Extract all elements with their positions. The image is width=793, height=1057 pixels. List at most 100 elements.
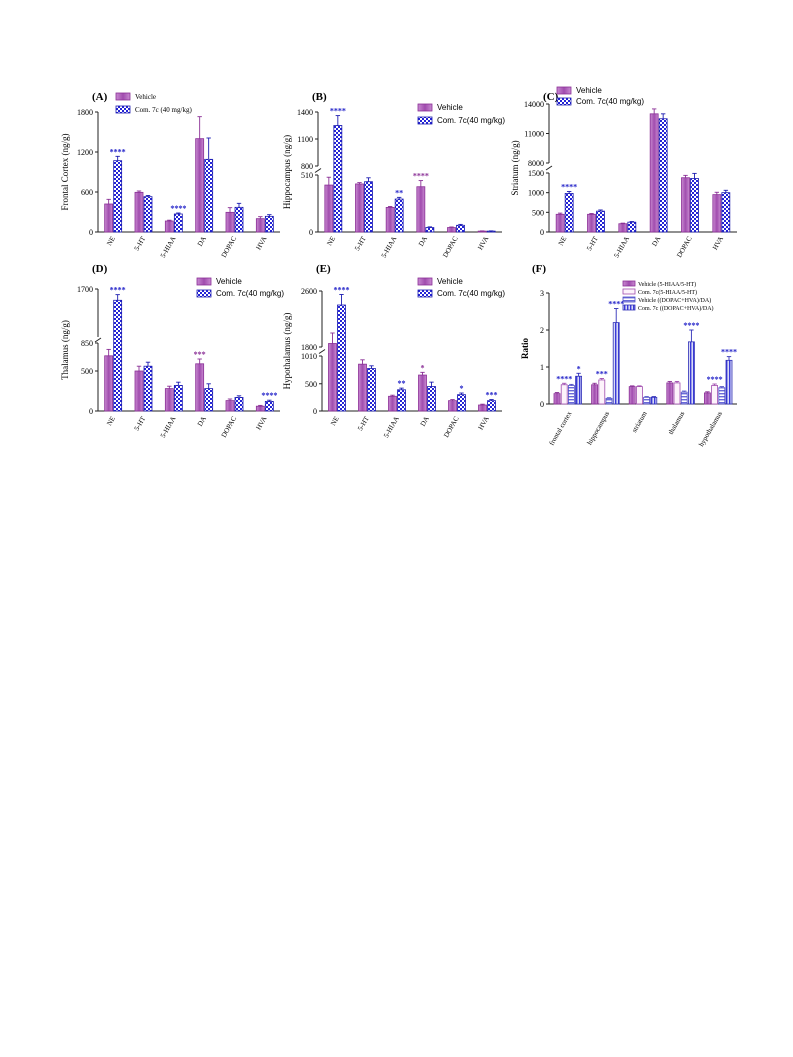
bar-vehicle	[478, 404, 487, 412]
bar-series2	[673, 382, 681, 405]
bar-series3	[718, 387, 726, 405]
x-tick-label: 5-HT	[356, 414, 371, 432]
y-tick-label: 500	[81, 367, 93, 376]
panel-d: (D) Thalamus (ng/g) 0 500 850 1700 NE 5-HT 5-HIA…	[60, 263, 284, 439]
y-axis-label: Ratio	[520, 338, 530, 359]
y-axis-label: Hypothalamus (ng/g)	[282, 313, 292, 390]
bar-compound	[143, 196, 153, 233]
bar-vehicle	[225, 211, 235, 233]
x-tick-label: 5-HIAA	[380, 235, 399, 259]
x-tick-label: DOPAC	[442, 415, 461, 439]
significance-marker: ***	[194, 350, 206, 359]
bar-compound	[721, 192, 731, 233]
bar-vehicle	[358, 363, 367, 412]
x-tick-label: DA	[196, 415, 208, 428]
bar-vehicle	[134, 191, 144, 233]
axis-break	[314, 168, 322, 173]
bar-vehicle	[255, 218, 265, 233]
legend-label: Com. 7c(40 mg/kg)	[216, 289, 284, 298]
bar-compound	[457, 394, 466, 412]
x-tick-label: 5-HIAA	[159, 415, 178, 439]
legend-swatch	[622, 288, 636, 295]
x-tick-label: HVA	[255, 415, 269, 431]
bar-vehicle	[618, 223, 628, 233]
bar-vehicle	[104, 203, 114, 233]
panel-label: (D)	[92, 263, 108, 275]
bar-compound	[234, 396, 244, 412]
y-tick-label: 1	[540, 363, 544, 372]
legend-label: Vehicle	[135, 93, 156, 101]
bar-compound	[397, 389, 406, 412]
legend-swatch	[115, 105, 131, 114]
bar-series1	[591, 384, 598, 405]
x-tick-label: hippocampus	[586, 410, 612, 447]
y-tick-label: 0	[89, 228, 93, 237]
bar-vehicle	[712, 194, 722, 233]
y-tick-label: 8000	[528, 159, 544, 168]
significance-marker: ****	[608, 300, 624, 309]
bar-compound	[264, 215, 274, 233]
bar-compound	[627, 221, 637, 233]
legend: Vehicle Com. 7c (40 mg/kg)	[115, 92, 192, 114]
bar-series2	[636, 386, 643, 405]
x-tick-label: DOPAC	[220, 415, 239, 439]
x-tick-label: HVA	[711, 235, 725, 251]
bar-series4	[575, 375, 582, 405]
legend-swatch	[196, 289, 212, 298]
significance-marker: ****	[561, 182, 577, 191]
bar-compound	[367, 368, 376, 412]
x-tick-label: HVA	[477, 415, 491, 431]
x-tick-label: NE	[557, 235, 569, 247]
significance-marker: ****	[110, 286, 126, 295]
bar-series4	[612, 322, 620, 405]
panel-a: (A) Frontal Cortex (ng/g) 0 600 1200 1800 NE 5-…	[60, 91, 280, 259]
significance-marker: ****	[261, 391, 277, 400]
y-tick-label: 1000	[528, 189, 544, 198]
x-tick-label: DOPAC	[441, 235, 460, 259]
legend-swatch	[417, 116, 433, 125]
bar-vehicle	[195, 363, 205, 412]
bar-series1	[553, 393, 561, 405]
panel-f: (F) Ratio 0 1 2 3 frontal cortex hippocampus str…	[520, 263, 737, 448]
bar-vehicle	[418, 374, 427, 412]
legend-label: Com. 7c(40 mg/kg)	[576, 97, 644, 106]
x-tick-label: frontal cortex	[548, 410, 574, 447]
x-tick-label: DOPAC	[675, 235, 694, 259]
bar-vehicle	[448, 400, 457, 412]
bar-series3	[680, 391, 688, 405]
bar-compound	[564, 193, 574, 233]
significance-marker: **	[395, 188, 403, 197]
x-tick-label: 5-HT	[585, 234, 600, 252]
bar-vehicle	[555, 213, 565, 233]
y-tick-label: 850	[81, 339, 93, 348]
panel-label: (A)	[92, 91, 108, 103]
legend-swatch	[417, 103, 433, 112]
bar-series1	[628, 386, 636, 405]
x-tick-label: NE	[329, 415, 341, 427]
y-tick-label: 1400	[297, 108, 313, 117]
x-tick-label: HVA	[476, 235, 490, 251]
bar-vehicle	[104, 355, 114, 412]
bar-series4	[650, 396, 658, 405]
legend-swatch	[622, 280, 636, 287]
bar-series2	[560, 384, 568, 405]
legend-label: Com. 7c(5-HIAA/5-HT)	[638, 289, 697, 296]
y-tick-label: 0	[540, 400, 544, 409]
legend: Vehicle (5-HIAA/5-HT)Com. 7c(5-HIAA/5-HT…	[622, 280, 714, 312]
bar-compound	[394, 198, 404, 233]
x-tick-label: 5-HIAA	[159, 235, 178, 259]
bar-compound	[364, 181, 373, 233]
y-axis-label: Thalamus (ng/g)	[60, 320, 70, 380]
bar-series3	[568, 385, 575, 405]
x-tick-label: DOPAC	[220, 235, 239, 259]
legend-swatch	[115, 92, 131, 101]
bar-compound	[234, 206, 244, 233]
significance-marker: ****	[683, 321, 699, 330]
significance-marker: **	[398, 379, 406, 388]
bar-compound	[690, 178, 699, 233]
legend-label: Com. 7c ((DOPAC+HVA)/DA)	[638, 305, 714, 312]
panel-label: (C)	[543, 91, 559, 103]
x-tick-label: 5-HIAA	[612, 235, 631, 259]
bar-vehicle	[385, 207, 395, 233]
